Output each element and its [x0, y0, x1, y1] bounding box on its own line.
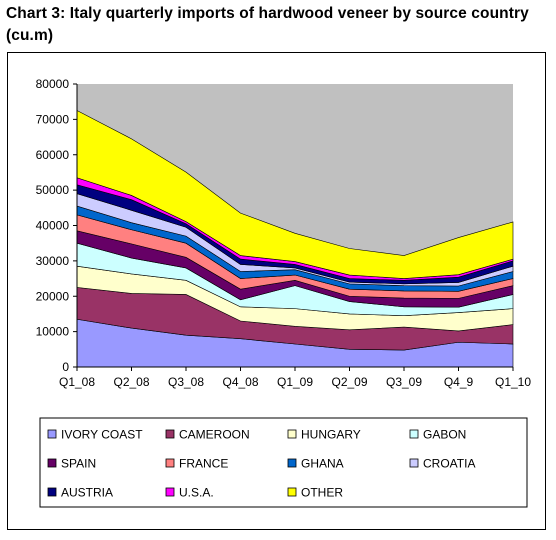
y-tick-label: 80000 [36, 77, 70, 91]
legend-swatch [409, 429, 419, 439]
legend-swatch [287, 487, 297, 497]
legend-label: OTHER [301, 486, 343, 500]
x-tick-label: Q1_08 [59, 375, 95, 389]
legend-swatch [287, 429, 297, 439]
y-tick-label: 10000 [36, 325, 70, 339]
legend-label: CROATIA [423, 457, 475, 471]
legend-label: FRANCE [179, 457, 228, 471]
x-tick-label: Q2_09 [331, 375, 367, 389]
area-other [76, 110, 514, 279]
legend-label: GABON [423, 428, 466, 442]
y-tick-label: 30000 [36, 254, 70, 268]
x-tick-label: Q1_09 [277, 375, 313, 389]
x-tick-label: Q3_08 [168, 375, 204, 389]
x-tick-label: Q4_9 [444, 375, 474, 389]
legend-swatch [409, 458, 419, 468]
legend-label: CAMEROON [179, 428, 250, 442]
legend-swatch [47, 429, 57, 439]
x-tick-label: Q1_10 [495, 375, 531, 389]
legend-swatch [165, 458, 175, 468]
x-axis-ticks: Q1_08 Q2_08 Q3_08 Q4_08 Q1_09 Q2_09 Q3_09 Q4_9 Q… [59, 367, 531, 389]
y-tick-label: 60000 [36, 148, 70, 162]
legend-box [39, 417, 528, 508]
y-tick-label: 50000 [36, 183, 70, 197]
legend-swatch [47, 487, 57, 497]
series-areas [76, 110, 514, 368]
legend-label: AUSTRIA [61, 486, 113, 500]
x-tick-label: Q4_08 [222, 375, 258, 389]
y-axis-ticks: 0 10000 20000 30000 40000 50000 60000 70000 8000… [36, 77, 77, 374]
x-tick-label: Q2_08 [113, 375, 149, 389]
y-tick-label: 40000 [36, 219, 70, 233]
legend-swatch [287, 458, 297, 468]
legend-label: IVORY COAST [61, 428, 143, 442]
legend-label: GHANA [301, 457, 344, 471]
legend-label: HUNGARY [301, 428, 361, 442]
legend: IVORY COAST CAMEROON HUNGARY GABON SPAIN FRAN… [47, 428, 475, 500]
y-tick-label: 0 [62, 360, 69, 374]
y-tick-label: 70000 [36, 112, 70, 126]
x-tick-label: Q3_09 [386, 375, 422, 389]
legend-swatch [165, 487, 175, 497]
legend-swatch [47, 458, 57, 468]
chart-title: Chart 3: Italy quarterly imports of hard… [6, 5, 529, 44]
legend-label: SPAIN [61, 457, 96, 471]
legend-label: U.S.A. [179, 486, 214, 500]
legend-swatch [165, 429, 175, 439]
y-tick-label: 20000 [36, 289, 70, 303]
